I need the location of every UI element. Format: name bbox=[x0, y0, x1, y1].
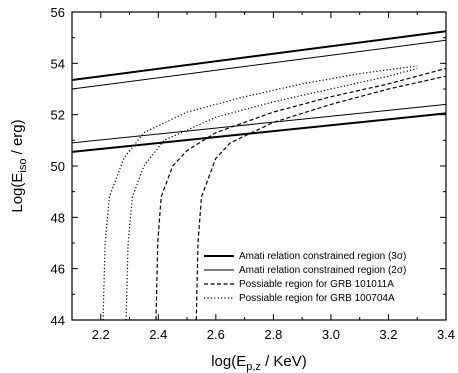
legend-label-grb100704a: Possiable region for GRB 100704A bbox=[239, 293, 395, 304]
legend-label-grb101011a: Possiable region for GRB 101011A bbox=[239, 279, 394, 290]
y-tick-label-3: 50 bbox=[51, 159, 65, 174]
legend-label-2sigma: Amati relation constrained region (2σ) bbox=[239, 265, 406, 276]
series-layer bbox=[72, 30, 446, 320]
y-tick-label-6: 56 bbox=[51, 5, 65, 20]
legend: Amati relation constrained region (3σ) A… bbox=[204, 251, 406, 304]
x-tick-label-4: 3.0 bbox=[322, 327, 340, 342]
y-tick-label-5: 54 bbox=[51, 56, 65, 71]
x-axis-title: log(Ep,z / KeV) bbox=[211, 353, 307, 373]
plot-frame bbox=[71, 11, 447, 321]
legend-label-3sigma: Amati relation constrained region (3σ) bbox=[239, 251, 406, 262]
x-tick-label-1: 2.4 bbox=[149, 327, 167, 342]
y-axis-title: Log(Eiso / erg) bbox=[9, 119, 29, 212]
series-line-dotted-6 bbox=[102, 65, 418, 320]
tick-layer: 2.2 2.4 2.6 2.8 3.0 3.2 3.4 44 46 48 50 52 54 56 bbox=[51, 5, 456, 342]
series-line-dashed-4 bbox=[155, 67, 446, 320]
series-line-thin-3 bbox=[72, 103, 446, 144]
x-tick-label-2: 2.6 bbox=[207, 327, 225, 342]
x-tick-label-6: 3.4 bbox=[437, 327, 455, 342]
x-tick-label-5: 3.2 bbox=[379, 327, 397, 342]
x-tick-label-0: 2.2 bbox=[92, 327, 110, 342]
series-line-thick-0 bbox=[72, 30, 446, 82]
series-line-thick-1 bbox=[72, 112, 446, 153]
y-tick-label-0: 44 bbox=[51, 313, 65, 328]
x-tick-label-3: 2.8 bbox=[264, 327, 282, 342]
series-line-thin-2 bbox=[72, 39, 446, 90]
y-tick-label-4: 52 bbox=[51, 108, 65, 123]
series-line-dashed-5 bbox=[195, 75, 446, 320]
y-tick-label-2: 48 bbox=[51, 210, 65, 225]
y-tick-label-1: 46 bbox=[51, 262, 65, 277]
